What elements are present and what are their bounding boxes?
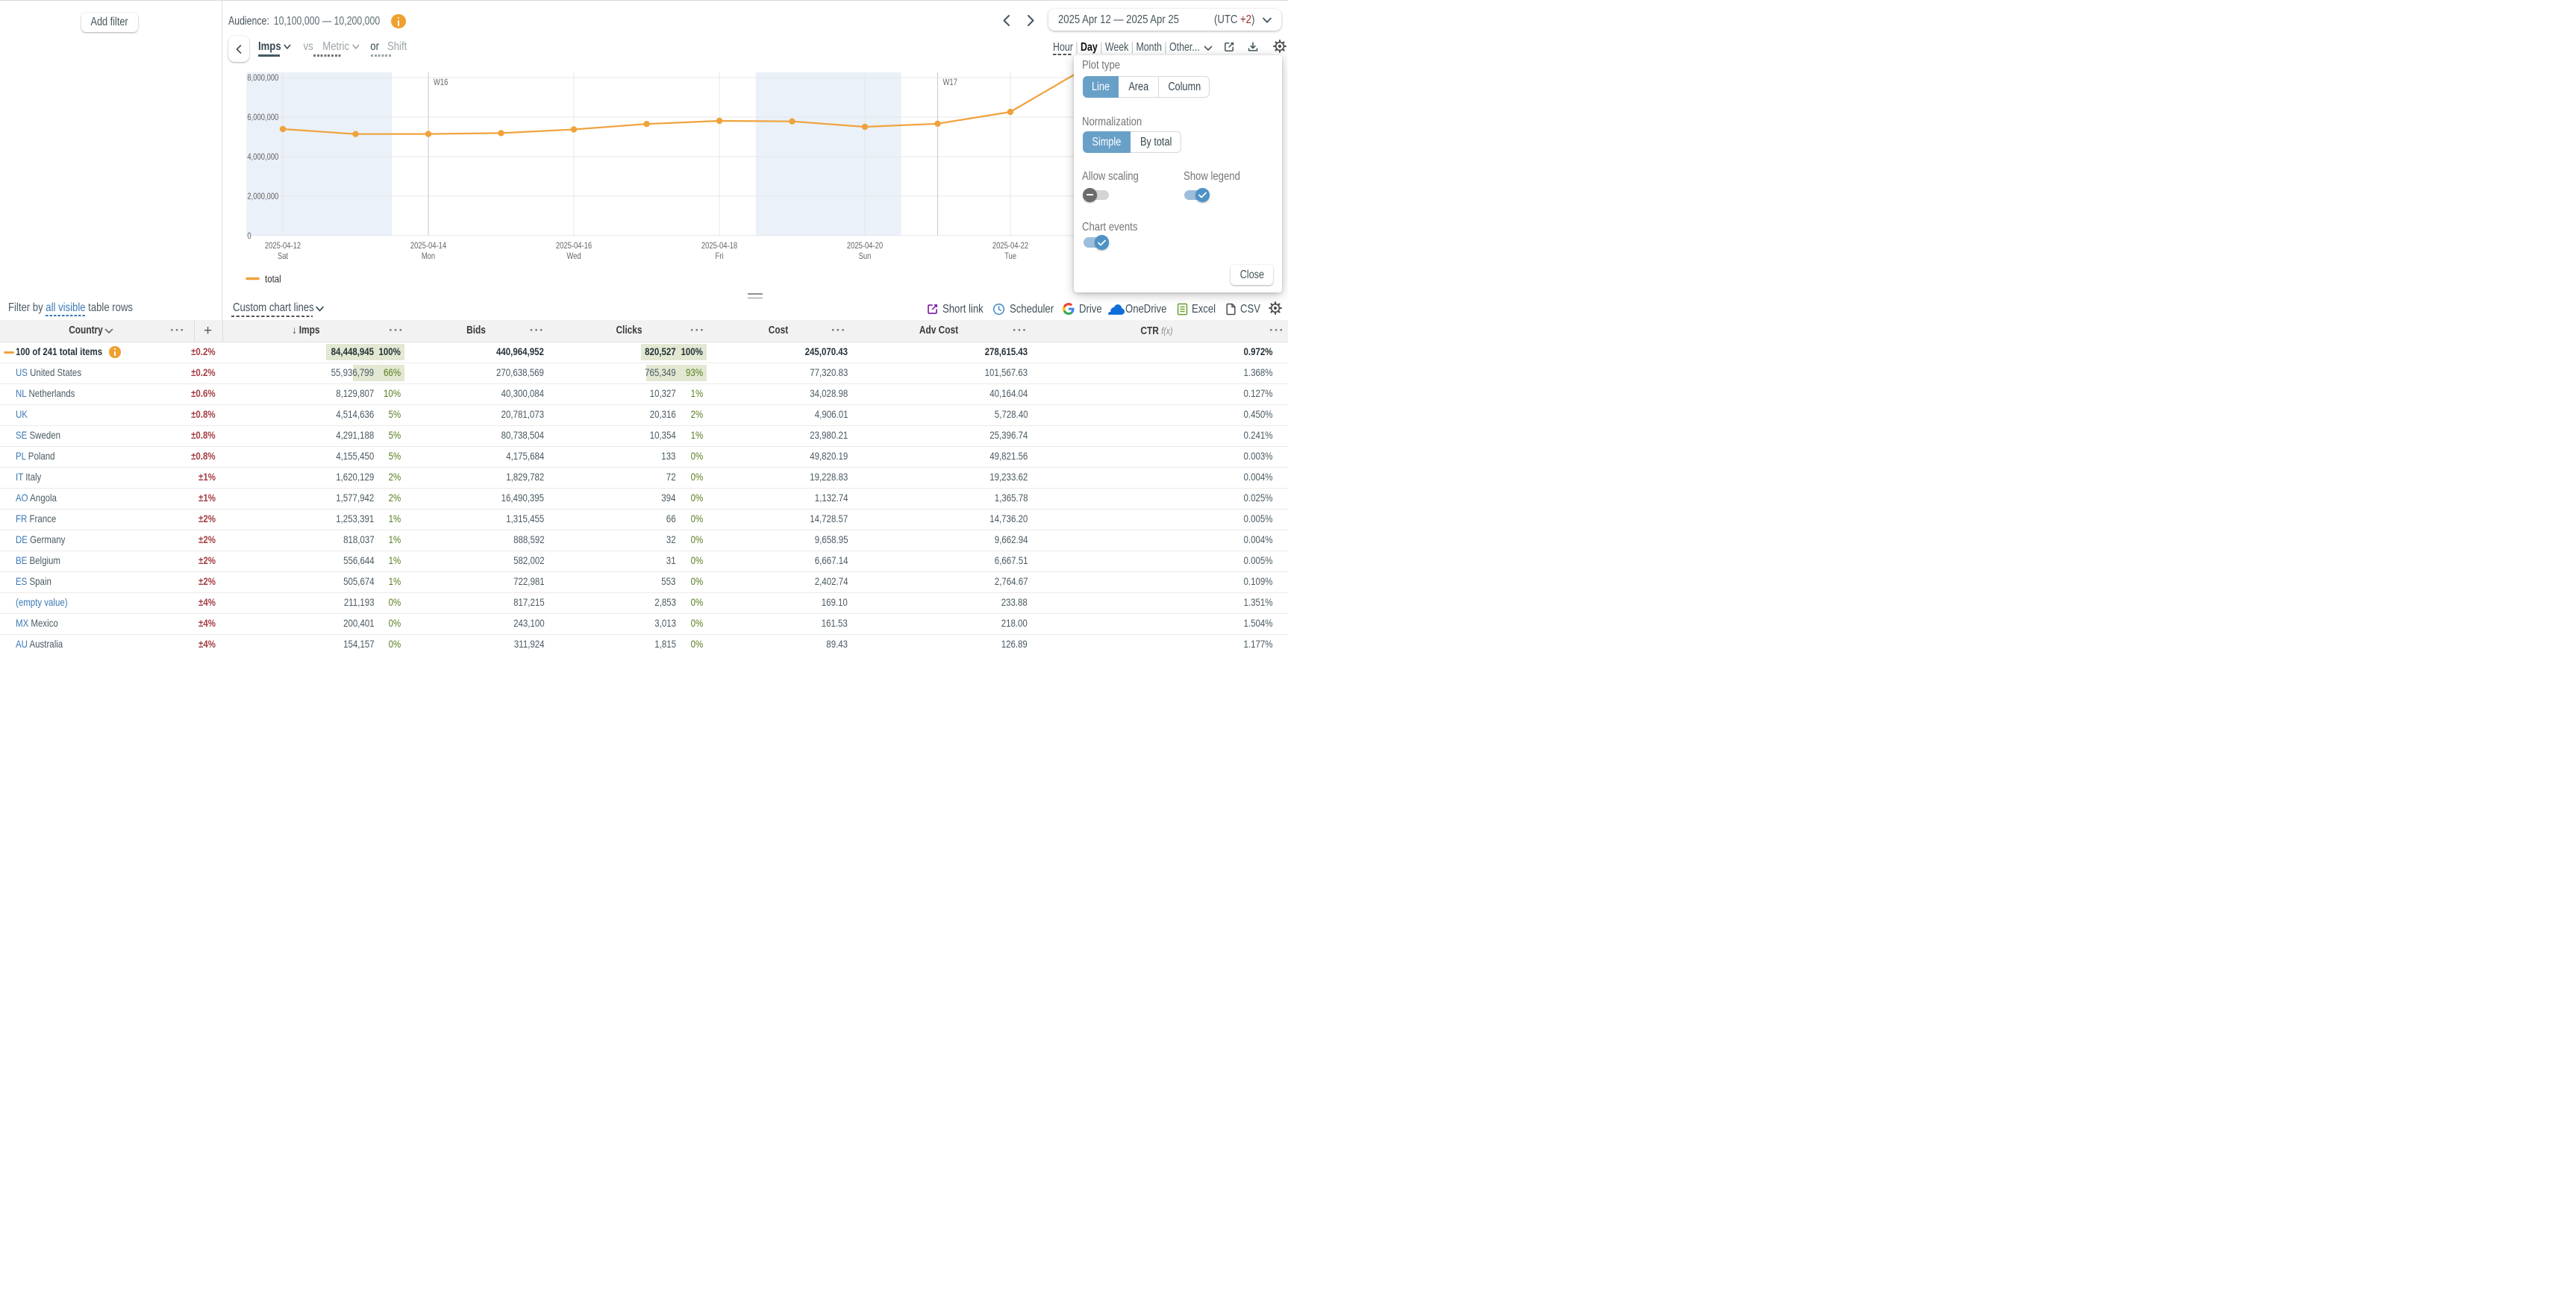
svg-text:2025-04-12: 2025-04-12 (265, 241, 301, 251)
svg-text:Wed: Wed (566, 251, 581, 261)
svg-text:2025-04-20: 2025-04-20 (847, 241, 883, 251)
svg-text:Sat: Sat (278, 251, 288, 261)
svg-text:2025-04-16: 2025-04-16 (556, 241, 592, 251)
svg-text:total: total (265, 272, 281, 284)
svg-text:2025-04-22: 2025-04-22 (992, 241, 1028, 251)
svg-text:Mon: Mon (422, 251, 435, 261)
svg-text:4,000,000: 4,000,000 (247, 152, 278, 162)
svg-text:6,000,000: 6,000,000 (247, 113, 278, 122)
svg-text:2025-04-18: 2025-04-18 (701, 241, 737, 251)
svg-text:0: 0 (247, 231, 251, 241)
svg-text:8,000,000: 8,000,000 (247, 73, 278, 83)
svg-text:2,000,000: 2,000,000 (247, 192, 278, 201)
svg-text:W16: W16 (434, 78, 448, 87)
svg-text:W17: W17 (943, 78, 958, 87)
svg-text:Fri: Fri (716, 251, 724, 261)
svg-text:Tue: Tue (1004, 251, 1016, 261)
svg-text:2025-04-14: 2025-04-14 (410, 241, 446, 251)
svg-text:Sun: Sun (859, 251, 872, 261)
